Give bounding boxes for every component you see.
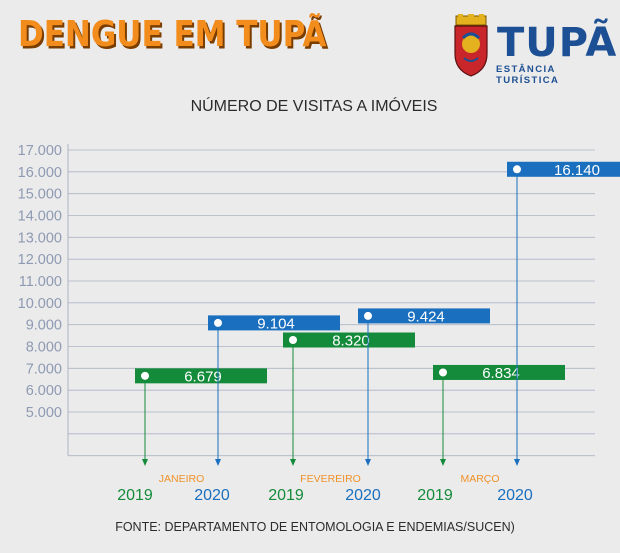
year-label: 2019: [417, 487, 453, 504]
value-label: 6.679: [184, 368, 222, 385]
city-logo: [454, 14, 488, 77]
y-tick-label: 6.000: [26, 383, 62, 399]
stem-arrow: [142, 459, 148, 466]
value-label: 9.424: [407, 308, 445, 325]
value-label: 6.834: [482, 365, 520, 382]
y-tick-label: 13.000: [18, 230, 62, 246]
value-bar: [208, 315, 340, 331]
value-bar: [135, 368, 267, 384]
month-label: MARÇO: [460, 473, 499, 485]
logo-wordmark: TUPÃ: [497, 20, 618, 66]
value-bar: [283, 332, 415, 348]
y-tick-label: 7.000: [26, 361, 62, 377]
y-tick-label: 9.000: [26, 318, 62, 334]
value-marker: [513, 165, 521, 174]
y-tick-label: 15.000: [18, 187, 62, 203]
y-tick-label: 8.000: [26, 340, 62, 356]
y-tick-label: 10.000: [18, 296, 62, 312]
stem-arrow: [440, 459, 446, 466]
y-tick-label: 11.000: [19, 274, 62, 290]
value-marker: [214, 318, 222, 327]
stem-arrow: [290, 459, 296, 466]
value-marker: [289, 336, 297, 345]
y-tick-label: 5.000: [26, 405, 62, 421]
stem-arrow: [514, 459, 520, 466]
value-marker: [439, 368, 447, 377]
logo-subtitle: ESTÂNCIA TURÍSTICA: [496, 64, 560, 86]
value-bar: [433, 364, 565, 380]
value-bar: [507, 161, 620, 177]
value-bar: [358, 308, 490, 324]
value-label: 8.320: [332, 333, 370, 350]
chart-title: NÚMERO DE VISITAS A IMÓVEIS: [190, 98, 438, 115]
year-label: 2019: [268, 487, 304, 504]
month-label: FEVEREIRO: [300, 473, 361, 485]
coat-of-arms-icon: [454, 14, 488, 77]
value-label: 16.140: [554, 162, 600, 179]
year-label: 2020: [194, 487, 230, 504]
stem-arrow: [365, 459, 371, 466]
month-label: JANEIRO: [159, 473, 205, 485]
y-tick-label: 16.000: [18, 165, 62, 181]
y-tick-label: 14.000: [18, 209, 62, 225]
year-label: 2020: [497, 487, 533, 504]
headline: DENGUE EM TUPÃ: [18, 14, 327, 56]
y-tick-label: 12.000: [18, 252, 62, 268]
source-note: FONTE: DEPARTAMENTO DE ENTOMOLOGIA E END…: [115, 520, 515, 534]
value-marker: [141, 371, 149, 380]
value-label: 9.104: [257, 315, 295, 332]
y-tick-label: 17.000: [18, 143, 62, 159]
value-marker: [364, 311, 372, 320]
stem-arrow: [215, 459, 221, 466]
year-label: 2020: [345, 487, 381, 504]
year-label: 2019: [117, 487, 153, 504]
